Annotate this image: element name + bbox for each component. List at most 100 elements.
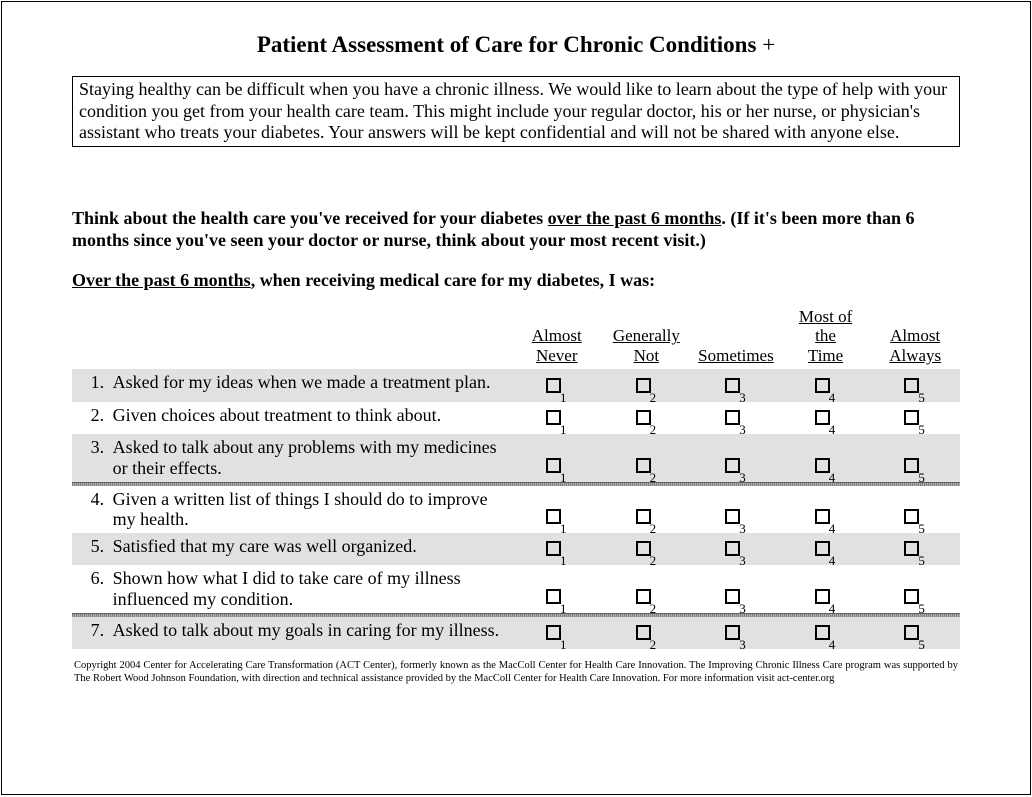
- option-cell: 1: [512, 434, 602, 481]
- instructions-pre: Think about the health care you've recei…: [72, 208, 548, 228]
- checkbox-box-icon[interactable]: [546, 410, 561, 425]
- checkbox-subscript: 4: [829, 637, 836, 652]
- checkbox-box-icon[interactable]: [815, 541, 830, 556]
- checkbox-box-icon[interactable]: [636, 541, 651, 556]
- option-cell: 1: [512, 369, 602, 401]
- option-cell: 4: [781, 402, 871, 434]
- checkbox[interactable]: 5: [904, 620, 926, 645]
- checkbox[interactable]: 1: [546, 504, 568, 529]
- checkbox-subscript: 4: [829, 470, 836, 485]
- checkbox[interactable]: 5: [904, 536, 926, 561]
- checkbox-box-icon[interactable]: [815, 410, 830, 425]
- checkbox[interactable]: 2: [636, 536, 658, 561]
- checkbox-box-icon[interactable]: [636, 410, 651, 425]
- checkbox-box-icon[interactable]: [636, 625, 651, 640]
- checkbox[interactable]: 2: [636, 620, 658, 645]
- checkbox[interactable]: 4: [815, 372, 837, 397]
- checkbox-box-icon[interactable]: [636, 378, 651, 393]
- checkbox-box-icon[interactable]: [546, 378, 561, 393]
- checkbox-box-icon[interactable]: [546, 625, 561, 640]
- col-header-4: Most oftheTime: [781, 303, 871, 370]
- checkbox-box-icon[interactable]: [725, 541, 740, 556]
- checkbox-subscript: 1: [560, 553, 567, 568]
- option-cell: 4: [781, 486, 871, 533]
- option-cell: 2: [602, 434, 692, 481]
- checkbox-subscript: 2: [650, 521, 657, 536]
- checkbox-box-icon[interactable]: [725, 509, 740, 524]
- checkbox[interactable]: 2: [636, 452, 658, 477]
- checkbox[interactable]: 1: [546, 372, 568, 397]
- checkbox-subscript: 2: [650, 601, 657, 616]
- checkbox[interactable]: 4: [815, 583, 837, 608]
- checkbox-box-icon[interactable]: [546, 458, 561, 473]
- copyright-text: Copyright 2004 Center for Accelerating C…: [72, 659, 960, 685]
- checkbox[interactable]: 3: [725, 405, 747, 430]
- checkbox-box-icon[interactable]: [815, 509, 830, 524]
- table-row: 5.Satisfied that my care was well organi…: [72, 533, 960, 565]
- document-page: Patient Assessment of Care for Chronic C…: [1, 1, 1031, 795]
- checkbox-box-icon[interactable]: [815, 625, 830, 640]
- checkbox[interactable]: 3: [725, 583, 747, 608]
- checkbox[interactable]: 3: [725, 452, 747, 477]
- checkbox[interactable]: 3: [725, 372, 747, 397]
- checkbox[interactable]: 1: [546, 536, 568, 561]
- question-number: 3.: [72, 434, 109, 481]
- checkbox[interactable]: 1: [546, 583, 568, 608]
- checkbox-subscript: 2: [650, 637, 657, 652]
- checkbox[interactable]: 5: [904, 504, 926, 529]
- option-cell: 2: [602, 565, 692, 612]
- option-cell: 3: [691, 369, 781, 401]
- checkbox[interactable]: 2: [636, 372, 658, 397]
- option-cell: 3: [691, 617, 781, 649]
- checkbox-box-icon[interactable]: [815, 458, 830, 473]
- table-row: 3.Asked to talk about any problems with …: [72, 434, 960, 481]
- checkbox[interactable]: 4: [815, 405, 837, 430]
- checkbox[interactable]: 5: [904, 372, 926, 397]
- checkbox-box-icon[interactable]: [636, 458, 651, 473]
- checkbox-box-icon[interactable]: [636, 589, 651, 604]
- checkbox-subscript: 1: [560, 422, 567, 437]
- checkbox-subscript: 2: [650, 422, 657, 437]
- checkbox-subscript: 3: [739, 601, 746, 616]
- checkbox-box-icon[interactable]: [725, 625, 740, 640]
- checkbox[interactable]: 4: [815, 620, 837, 645]
- checkbox-box-icon[interactable]: [725, 378, 740, 393]
- checkbox[interactable]: 2: [636, 583, 658, 608]
- checkbox-subscript: 5: [918, 422, 925, 437]
- checkbox[interactable]: 3: [725, 536, 747, 561]
- option-cell: 1: [512, 402, 602, 434]
- checkbox[interactable]: 1: [546, 452, 568, 477]
- option-cell: 3: [691, 402, 781, 434]
- checkbox[interactable]: 3: [725, 504, 747, 529]
- checkbox-subscript: 5: [918, 470, 925, 485]
- option-cell: 5: [870, 402, 960, 434]
- checkbox[interactable]: 5: [904, 583, 926, 608]
- checkbox[interactable]: 4: [815, 452, 837, 477]
- checkbox[interactable]: 5: [904, 405, 926, 430]
- checkbox[interactable]: 5: [904, 452, 926, 477]
- checkbox-box-icon[interactable]: [725, 410, 740, 425]
- option-cell: 1: [512, 533, 602, 565]
- checkbox[interactable]: 4: [815, 536, 837, 561]
- checkbox-subscript: 5: [918, 601, 925, 616]
- checkbox[interactable]: 1: [546, 620, 568, 645]
- checkbox-box-icon[interactable]: [815, 589, 830, 604]
- checkbox-box-icon[interactable]: [546, 589, 561, 604]
- checkbox-box-icon[interactable]: [815, 378, 830, 393]
- checkbox-box-icon[interactable]: [546, 509, 561, 524]
- checkbox[interactable]: 3: [725, 620, 747, 645]
- checkbox-box-icon[interactable]: [546, 541, 561, 556]
- checkbox-subscript: 5: [918, 553, 925, 568]
- option-cell: 4: [781, 565, 871, 612]
- checkbox-box-icon[interactable]: [725, 589, 740, 604]
- checkbox[interactable]: 1: [546, 405, 568, 430]
- checkbox[interactable]: 2: [636, 405, 658, 430]
- option-cell: 1: [512, 617, 602, 649]
- checkbox[interactable]: 2: [636, 504, 658, 529]
- question-text: Given a written list of things I should …: [109, 486, 512, 533]
- checkbox-box-icon[interactable]: [725, 458, 740, 473]
- question-text: Satisfied that my care was well organize…: [109, 533, 512, 565]
- checkbox-box-icon[interactable]: [636, 509, 651, 524]
- checkbox[interactable]: 4: [815, 504, 837, 529]
- option-cell: 4: [781, 533, 871, 565]
